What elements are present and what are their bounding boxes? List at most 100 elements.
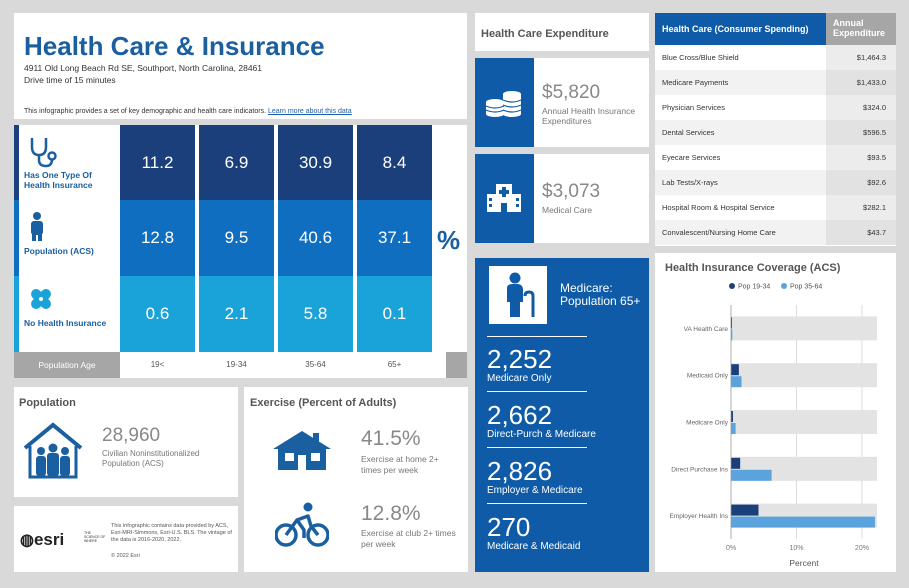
coverage-chart: Pop 19-34 Pop 35-64 0% 10% 20% Percent VA Heal… (669, 283, 877, 568)
bar (731, 469, 772, 481)
spending-value: $1,433.0 (856, 78, 886, 87)
population-title: Population (19, 397, 76, 409)
expenditure-card-insurance: $5,820 Annual Health Insurance Expenditu… (475, 58, 649, 147)
exercise-home-value: 41.5% (361, 427, 421, 450)
medicare-panel: Medicare: Population 65+ 2,252 Medicare … (475, 258, 649, 572)
population-panel: Population 28,960 Civilian Noninstitutio… (14, 387, 238, 497)
grid-value-cell: 30.9 (278, 125, 353, 200)
table-row: Medicare Payments $1,433.0 (655, 70, 896, 95)
table-row: Eyecare Services $93.5 (655, 145, 896, 170)
table-row: Convalescent/Nursing Home Care $43.7 (655, 220, 896, 245)
grid-value-cell: 8.4 (357, 125, 432, 200)
x-tick-label: 0% (726, 545, 736, 552)
legend-label: Pop 19-34 (738, 284, 770, 291)
spending-value: $282.1 (863, 203, 886, 212)
employer-medicare-label: Employer & Medicare (487, 485, 583, 496)
value-cell-bg (826, 170, 896, 195)
value-cell-bg (826, 45, 896, 70)
esri-panel: ◍esri THE SCIENCE OF WHERE This infograp… (14, 506, 238, 572)
expenditure-card-medical: $3,073 Medical Care (475, 154, 649, 243)
bandage-icon (31, 289, 51, 309)
spending-table: Health Care (Consumer Spending) Annual E… (655, 13, 896, 246)
learn-more-link[interactable]: Learn more about this data (267, 108, 352, 115)
spending-category: Medicare Payments (662, 78, 729, 87)
home-icon (273, 431, 331, 470)
grid-value-cell: 6.9 (199, 125, 274, 200)
medicare-medicaid-value: 270 (487, 512, 531, 542)
bar (731, 317, 732, 329)
value-cell-bg (826, 195, 896, 220)
y-tick-label: Direct Purchase Ins (671, 466, 728, 473)
bar (731, 516, 876, 528)
age-cell: 35-64 (305, 360, 326, 369)
grid-value-cell: 2.1 (199, 276, 274, 352)
spending-category: Lab Tests/X-rays (662, 178, 718, 187)
expenditure-title: Health Care Expenditure (475, 13, 649, 51)
bar (731, 329, 733, 341)
y-tick-label: Medicaid Only (687, 373, 729, 380)
address: 4911 Old Long Beach Rd SE, Southport, No… (24, 63, 262, 73)
coverage-chart-panel: Health Insurance Coverage (ACS) Pop 19-3… (655, 253, 896, 572)
grid-value-cell: 11.2 (120, 125, 195, 200)
value-cell-bg (826, 70, 896, 95)
spending-value: $1,464.3 (856, 53, 886, 62)
row-accent (14, 276, 19, 352)
value-cell-bg (826, 95, 896, 120)
spending-category: Hospital Room & Hospital Service (662, 203, 775, 212)
category-band (731, 363, 877, 388)
bar (731, 364, 739, 376)
spending-category: Eyecare Services (662, 153, 721, 162)
row-label-population: Population (ACS) (24, 246, 94, 256)
elderly-person-icon (489, 266, 547, 324)
spending-header-category: Health Care (Consumer Spending) (655, 13, 826, 45)
bar (731, 423, 736, 434)
bicycle-icon (275, 502, 329, 547)
row-accent (14, 200, 19, 276)
grid-value-cell: 12.8 (120, 200, 195, 276)
bar (731, 504, 759, 516)
x-tick-label: 10% (789, 545, 803, 552)
spending-value: $92.6 (867, 178, 886, 187)
exercise-panel: Exercise (Percent of Adults) 41.5% Exerc… (244, 387, 468, 572)
table-row: Blue Cross/Blue Shield $1,464.3 (655, 45, 896, 70)
spending-header-expenditure: Annual Expenditure (826, 13, 896, 45)
age-cell: 19-34 (226, 360, 247, 369)
age-cell: 65+ (387, 360, 402, 369)
value-cell-bg (826, 220, 896, 245)
value-cell-bg (826, 120, 896, 145)
medical-care-value: $3,073 (542, 181, 601, 202)
grid-value-cell: 5.8 (278, 276, 353, 352)
description: This infographic provides a set of key d… (24, 108, 352, 115)
spending-value: $93.5 (867, 153, 886, 162)
grid-value-cell: 0.1 (357, 276, 432, 352)
grid-value-cell: 40.6 (278, 200, 353, 276)
population-age-label: Population Age (14, 352, 120, 378)
spending-value: $43.7 (867, 228, 886, 237)
y-tick-label: Employer Health Ins (669, 513, 728, 520)
esri-logo: ◍esri (20, 530, 65, 549)
medicare-medicaid-label: Medicare & Medicaid (487, 541, 581, 552)
exercise-home-label: Exercise at home 2+ times per week (361, 454, 439, 475)
direct-purch-medicare-value: 2,662 (487, 400, 553, 430)
row-label-no-insurance: No Health Insurance (24, 318, 107, 328)
esri-info: This infographic contains data provided … (111, 523, 232, 543)
hospital-icon (475, 154, 534, 243)
grid-value-cell: 9.5 (199, 200, 274, 276)
medicare-title: Medicare: Population 65+ (560, 281, 641, 308)
person-icon (31, 212, 43, 241)
insurance-grid: Has One Type Of Health Insurance Populat… (14, 125, 467, 378)
y-tick-label: Medicare Only (686, 420, 729, 427)
table-row: Hospital Room & Hospital Service $282.1 (655, 195, 896, 220)
employer-medicare-value: 2,826 (487, 456, 553, 486)
spending-value: $324.0 (863, 103, 886, 112)
page-title: Health Care & Insurance (24, 31, 325, 61)
percent-sign: % (437, 225, 461, 255)
age-cell: 19< (150, 360, 165, 369)
exercise-title: Exercise (Percent of Adults) (250, 397, 397, 409)
bar (731, 411, 733, 422)
x-tick-label: 20% (855, 545, 869, 552)
category-band (731, 316, 877, 341)
globe-icon: ◍ (20, 532, 34, 549)
grid-value-cell: 37.1 (357, 200, 432, 276)
legend-marker (781, 283, 787, 289)
